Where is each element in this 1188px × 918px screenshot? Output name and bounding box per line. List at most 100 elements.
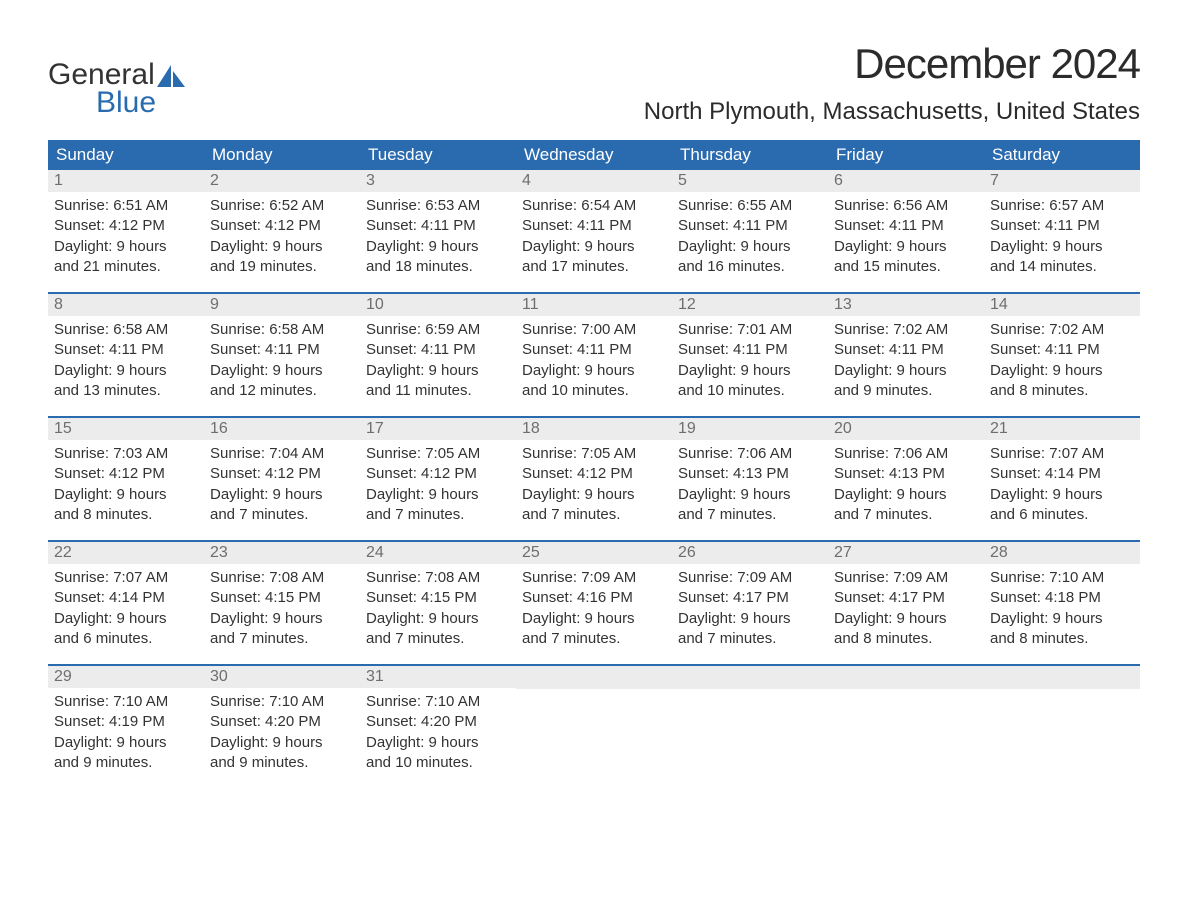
- day-body: Sunrise: 7:09 AMSunset: 4:16 PMDaylight:…: [516, 564, 672, 653]
- week-row: 29Sunrise: 7:10 AMSunset: 4:19 PMDayligh…: [48, 664, 1140, 788]
- day-cell: 27Sunrise: 7:09 AMSunset: 4:17 PMDayligh…: [828, 542, 984, 664]
- sunrise-line: Sunrise: 7:10 AM: [54, 692, 198, 712]
- sunset-line: Sunset: 4:11 PM: [54, 340, 198, 360]
- day-cell: 28Sunrise: 7:10 AMSunset: 4:18 PMDayligh…: [984, 542, 1140, 664]
- daylight-line-1: Daylight: 9 hours: [834, 361, 978, 381]
- day-cell: 4Sunrise: 6:54 AMSunset: 4:11 PMDaylight…: [516, 170, 672, 292]
- daylight-line-2: and 11 minutes.: [366, 381, 510, 401]
- daylight-line-1: Daylight: 9 hours: [366, 609, 510, 629]
- daylight-line-1: Daylight: 9 hours: [210, 609, 354, 629]
- sunset-line: Sunset: 4:12 PM: [366, 464, 510, 484]
- sunset-line: Sunset: 4:13 PM: [678, 464, 822, 484]
- daylight-line-2: and 8 minutes.: [990, 629, 1134, 649]
- day-body: Sunrise: 6:57 AMSunset: 4:11 PMDaylight:…: [984, 192, 1140, 281]
- day-cell: 7Sunrise: 6:57 AMSunset: 4:11 PMDaylight…: [984, 170, 1140, 292]
- daylight-line-1: Daylight: 9 hours: [522, 485, 666, 505]
- day-number: 14: [984, 294, 1140, 316]
- day-number: 26: [672, 542, 828, 564]
- day-body: Sunrise: 6:55 AMSunset: 4:11 PMDaylight:…: [672, 192, 828, 281]
- day-body: Sunrise: 7:07 AMSunset: 4:14 PMDaylight:…: [48, 564, 204, 653]
- day-cell: 10Sunrise: 6:59 AMSunset: 4:11 PMDayligh…: [360, 294, 516, 416]
- day-body: Sunrise: 6:56 AMSunset: 4:11 PMDaylight:…: [828, 192, 984, 281]
- day-number: 13: [828, 294, 984, 316]
- sunrise-line: Sunrise: 6:52 AM: [210, 196, 354, 216]
- daylight-line-1: Daylight: 9 hours: [990, 237, 1134, 257]
- day-body: Sunrise: 6:52 AMSunset: 4:12 PMDaylight:…: [204, 192, 360, 281]
- daylight-line-1: Daylight: 9 hours: [54, 237, 198, 257]
- logo-stack: General Blue: [48, 58, 187, 120]
- sunset-line: Sunset: 4:11 PM: [522, 216, 666, 236]
- day-body: Sunrise: 7:10 AMSunset: 4:18 PMDaylight:…: [984, 564, 1140, 653]
- daylight-line-1: Daylight: 9 hours: [834, 485, 978, 505]
- day-cell: 8 Sunrise: 6:58 AMSunset: 4:11 PMDaylight…: [48, 294, 204, 416]
- sunrise-line: Sunrise: 7:00 AM: [522, 320, 666, 340]
- sunrise-line: Sunrise: 6:59 AM: [366, 320, 510, 340]
- location-subtitle: North Plymouth, Massachusetts, United St…: [644, 98, 1140, 126]
- sunset-line: Sunset: 4:11 PM: [990, 340, 1134, 360]
- week-row: 22Sunrise: 7:07 AMSunset: 4:14 PMDayligh…: [48, 540, 1140, 664]
- day-of-week-header: Sunday Monday Tuesday Wednesday Thursday…: [48, 140, 1140, 170]
- daylight-line-2: and 8 minutes.: [54, 505, 198, 525]
- day-number: 5: [672, 170, 828, 192]
- sunset-line: Sunset: 4:18 PM: [990, 588, 1134, 608]
- daylight-line-2: and 19 minutes.: [210, 257, 354, 277]
- day-body: Sunrise: 6:58 AMSunset: 4:11 PMDaylight:…: [204, 316, 360, 405]
- week-row: 1Sunrise: 6:51 AMSunset: 4:12 PMDaylight…: [48, 170, 1140, 292]
- sunrise-line: Sunrise: 6:55 AM: [678, 196, 822, 216]
- sunrise-line: Sunrise: 7:06 AM: [678, 444, 822, 464]
- sunrise-line: Sunrise: 7:10 AM: [210, 692, 354, 712]
- daylight-line-1: Daylight: 9 hours: [522, 609, 666, 629]
- sunset-line: Sunset: 4:12 PM: [54, 216, 198, 236]
- day-body: Sunrise: 7:04 AMSunset: 4:12 PMDaylight:…: [204, 440, 360, 529]
- sunset-line: Sunset: 4:17 PM: [678, 588, 822, 608]
- daylight-line-2: and 7 minutes.: [522, 505, 666, 525]
- empty-day-header: [828, 666, 984, 689]
- day-cell: [516, 666, 672, 788]
- daylight-line-1: Daylight: 9 hours: [834, 237, 978, 257]
- day-number: 22: [48, 542, 204, 564]
- day-cell: 14Sunrise: 7:02 AMSunset: 4:11 PMDayligh…: [984, 294, 1140, 416]
- day-number: 27: [828, 542, 984, 564]
- daylight-line-2: and 7 minutes.: [366, 505, 510, 525]
- daylight-line-2: and 10 minutes.: [678, 381, 822, 401]
- daylight-line-2: and 13 minutes.: [54, 381, 198, 401]
- day-body: Sunrise: 7:03 AMSunset: 4:12 PMDaylight:…: [48, 440, 204, 529]
- daylight-line-2: and 17 minutes.: [522, 257, 666, 277]
- daylight-line-1: Daylight: 9 hours: [54, 361, 198, 381]
- daylight-line-1: Daylight: 9 hours: [54, 733, 198, 753]
- day-number: 10: [360, 294, 516, 316]
- day-number: 29: [48, 666, 204, 688]
- sunrise-line: Sunrise: 7:09 AM: [678, 568, 822, 588]
- header: General Blue December 2024 North Plymout…: [48, 40, 1140, 126]
- daylight-line-2: and 21 minutes.: [54, 257, 198, 277]
- day-number: 23: [204, 542, 360, 564]
- day-cell: 6Sunrise: 6:56 AMSunset: 4:11 PMDaylight…: [828, 170, 984, 292]
- sunrise-line: Sunrise: 7:10 AM: [990, 568, 1134, 588]
- day-number: 25: [516, 542, 672, 564]
- sunset-line: Sunset: 4:19 PM: [54, 712, 198, 732]
- day-number: 19: [672, 418, 828, 440]
- sunrise-line: Sunrise: 7:09 AM: [834, 568, 978, 588]
- day-number: 8: [48, 294, 204, 316]
- day-body: Sunrise: 7:08 AMSunset: 4:15 PMDaylight:…: [360, 564, 516, 653]
- day-number: 16: [204, 418, 360, 440]
- daylight-line-1: Daylight: 9 hours: [678, 485, 822, 505]
- logo-sail-icon: [157, 65, 187, 92]
- sunrise-line: Sunrise: 6:58 AM: [54, 320, 198, 340]
- sunset-line: Sunset: 4:11 PM: [366, 340, 510, 360]
- title-block: December 2024 North Plymouth, Massachuse…: [644, 40, 1140, 126]
- dow-tuesday: Tuesday: [360, 140, 516, 170]
- daylight-line-1: Daylight: 9 hours: [678, 361, 822, 381]
- sunset-line: Sunset: 4:11 PM: [210, 340, 354, 360]
- sunrise-line: Sunrise: 7:07 AM: [990, 444, 1134, 464]
- sunrise-line: Sunrise: 7:01 AM: [678, 320, 822, 340]
- sunset-line: Sunset: 4:15 PM: [210, 588, 354, 608]
- empty-day-header: [984, 666, 1140, 689]
- daylight-line-2: and 12 minutes.: [210, 381, 354, 401]
- day-cell: 11Sunrise: 7:00 AMSunset: 4:11 PMDayligh…: [516, 294, 672, 416]
- daylight-line-2: and 18 minutes.: [366, 257, 510, 277]
- day-cell: 23Sunrise: 7:08 AMSunset: 4:15 PMDayligh…: [204, 542, 360, 664]
- day-cell: 17Sunrise: 7:05 AMSunset: 4:12 PMDayligh…: [360, 418, 516, 540]
- daylight-line-2: and 7 minutes.: [366, 629, 510, 649]
- day-body: Sunrise: 6:53 AMSunset: 4:11 PMDaylight:…: [360, 192, 516, 281]
